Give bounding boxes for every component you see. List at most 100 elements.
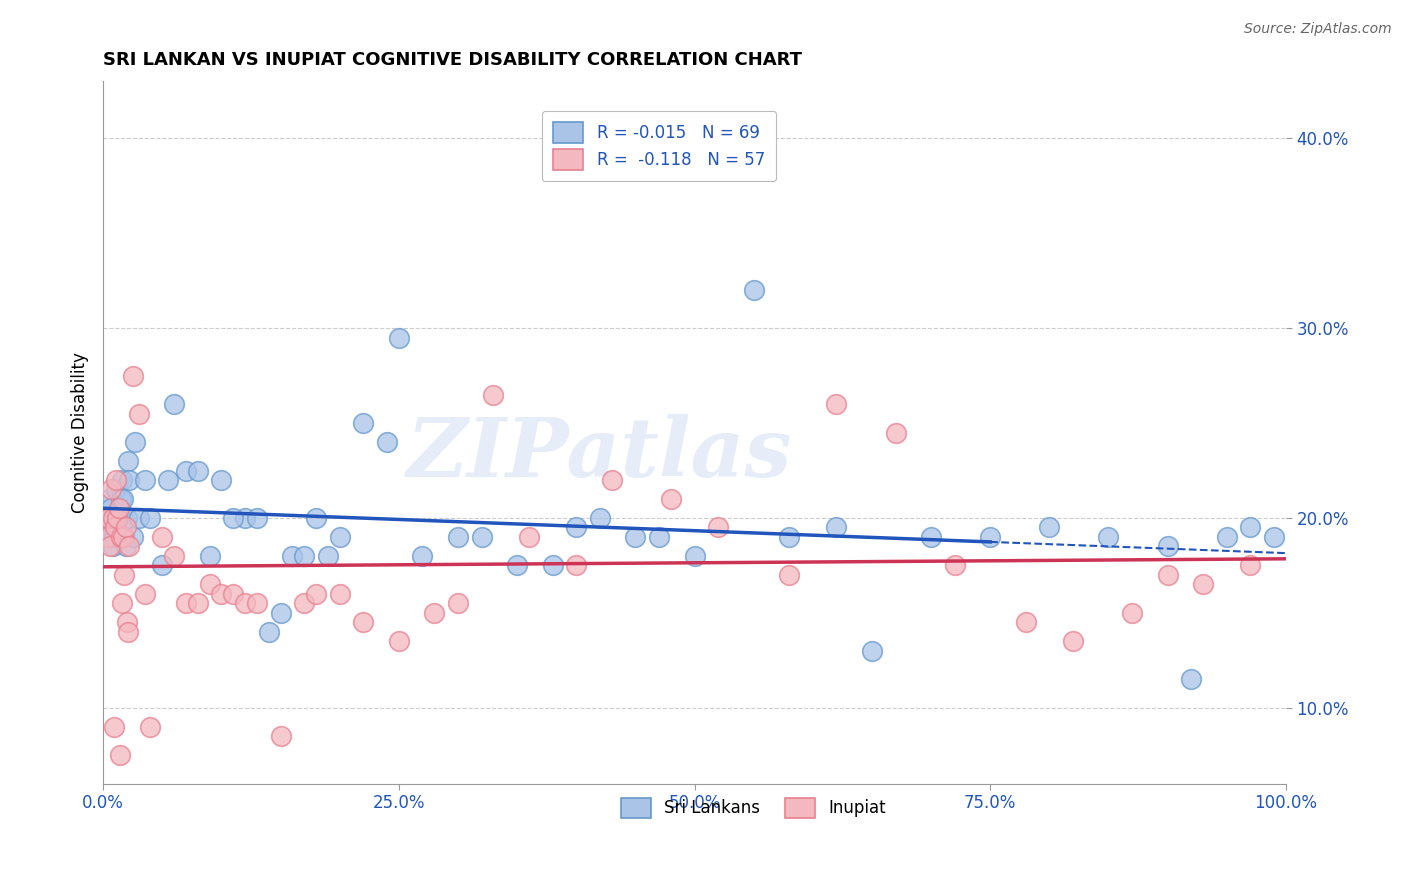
- Point: [943, 558, 966, 573]
- Point: [281, 549, 304, 563]
- Point: [506, 558, 529, 573]
- Point: [1156, 568, 1178, 582]
- Point: [884, 425, 907, 440]
- Point: [128, 407, 150, 421]
- Point: [316, 549, 339, 563]
- Point: [375, 435, 398, 450]
- Point: [683, 549, 706, 563]
- Point: [659, 491, 682, 506]
- Legend: Sri Lankans, Inupiat: Sri Lankans, Inupiat: [614, 791, 893, 824]
- Point: [117, 454, 139, 468]
- Point: [565, 558, 588, 573]
- Point: [233, 596, 256, 610]
- Point: [174, 596, 197, 610]
- Point: [114, 540, 136, 554]
- Point: [979, 530, 1001, 544]
- Point: [101, 511, 124, 525]
- Point: [117, 624, 139, 639]
- Point: [707, 520, 730, 534]
- Point: [163, 549, 186, 563]
- Point: [352, 615, 374, 630]
- Point: [163, 397, 186, 411]
- Point: [222, 587, 245, 601]
- Point: [121, 368, 143, 383]
- Point: [150, 530, 173, 544]
- Point: [112, 530, 135, 544]
- Point: [471, 530, 494, 544]
- Point: [233, 511, 256, 525]
- Point: [600, 473, 623, 487]
- Point: [270, 729, 292, 743]
- Point: [209, 587, 232, 601]
- Point: [157, 473, 180, 487]
- Point: [103, 530, 125, 544]
- Point: [98, 540, 121, 554]
- Point: [108, 748, 131, 763]
- Point: [257, 624, 280, 639]
- Point: [1097, 530, 1119, 544]
- Point: [648, 530, 671, 544]
- Point: [174, 463, 197, 477]
- Point: [112, 530, 135, 544]
- Point: [198, 577, 221, 591]
- Point: [222, 511, 245, 525]
- Point: [103, 720, 125, 734]
- Point: [198, 549, 221, 563]
- Point: [139, 511, 162, 525]
- Point: [482, 387, 505, 401]
- Point: [98, 530, 121, 544]
- Point: [1180, 673, 1202, 687]
- Point: [1192, 577, 1215, 591]
- Point: [108, 501, 131, 516]
- Point: [352, 416, 374, 430]
- Point: [97, 530, 120, 544]
- Point: [118, 540, 141, 554]
- Point: [111, 596, 134, 610]
- Point: [305, 511, 328, 525]
- Point: [1015, 615, 1038, 630]
- Point: [134, 587, 156, 601]
- Point: [778, 568, 800, 582]
- Point: [115, 615, 138, 630]
- Point: [118, 473, 141, 487]
- Point: [107, 501, 129, 516]
- Point: [100, 483, 122, 497]
- Point: [589, 511, 612, 525]
- Point: [105, 473, 128, 487]
- Point: [565, 520, 588, 534]
- Point: [778, 530, 800, 544]
- Point: [246, 596, 269, 610]
- Point: [447, 596, 470, 610]
- Point: [105, 511, 128, 525]
- Point: [104, 520, 127, 534]
- Point: [104, 511, 127, 525]
- Point: [105, 520, 128, 534]
- Point: [110, 530, 132, 544]
- Point: [209, 473, 232, 487]
- Point: [825, 520, 848, 534]
- Point: [246, 511, 269, 525]
- Point: [98, 511, 121, 525]
- Point: [1239, 558, 1261, 573]
- Point: [411, 549, 433, 563]
- Point: [825, 397, 848, 411]
- Point: [97, 520, 120, 534]
- Point: [115, 511, 138, 525]
- Point: [98, 491, 121, 506]
- Point: [388, 331, 411, 345]
- Y-axis label: Cognitive Disability: Cognitive Disability: [72, 352, 89, 513]
- Point: [860, 644, 883, 658]
- Point: [187, 463, 209, 477]
- Point: [112, 568, 135, 582]
- Point: [187, 596, 209, 610]
- Point: [292, 549, 315, 563]
- Point: [292, 596, 315, 610]
- Text: ZIPatlas: ZIPatlas: [408, 414, 793, 493]
- Point: [423, 606, 446, 620]
- Point: [101, 540, 124, 554]
- Text: SRI LANKAN VS INUPIAT COGNITIVE DISABILITY CORRELATION CHART: SRI LANKAN VS INUPIAT COGNITIVE DISABILI…: [103, 51, 803, 69]
- Point: [112, 491, 135, 506]
- Point: [114, 520, 136, 534]
- Point: [388, 634, 411, 648]
- Point: [150, 558, 173, 573]
